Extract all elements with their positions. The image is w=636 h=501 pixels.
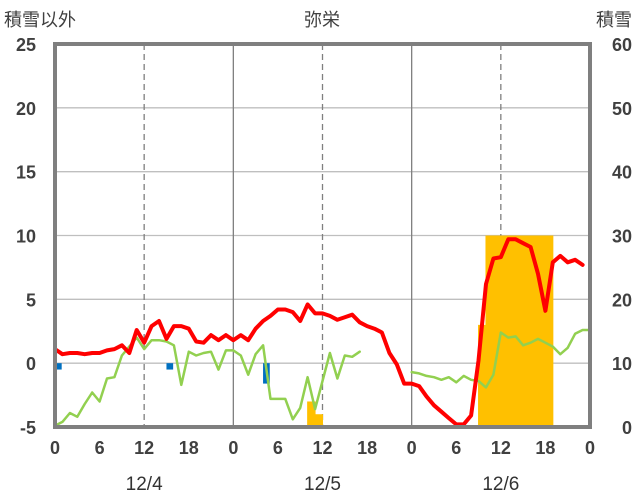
left-tick-label: 20 — [16, 99, 36, 119]
snow-depth-bar — [537, 235, 546, 427]
plot-frame — [53, 42, 592, 429]
snow-depth-bar — [530, 235, 539, 427]
x-tick-label: 18 — [535, 438, 555, 458]
snow-depth-bar — [492, 235, 502, 427]
left-tick-label: 25 — [16, 35, 36, 55]
chart-title: 弥栄 — [304, 10, 340, 31]
snow-depth-bar — [307, 401, 316, 427]
right-axis-title: 積雪 — [596, 10, 632, 31]
right-tick-label: 40 — [612, 163, 632, 183]
left-axis-title: 積雪以外 — [4, 10, 76, 31]
snow-depth-bar — [522, 235, 532, 427]
right-tick-label: 10 — [612, 354, 632, 374]
x-tick-label: 18 — [357, 438, 377, 458]
x-tick-label: 12 — [312, 438, 332, 458]
right-tick-label: 20 — [612, 290, 632, 310]
x-tick-label: 12 — [491, 438, 511, 458]
snow-depth-bar — [507, 235, 517, 427]
snow-depth-bar — [314, 414, 323, 427]
x-tick-label: 12 — [134, 438, 154, 458]
x-tick-label: 0 — [228, 438, 238, 458]
red-series-line — [53, 237, 585, 427]
snow-depth-bar — [478, 324, 487, 427]
right-tick-label: 0 — [622, 418, 632, 438]
snow-depth-bar — [500, 235, 509, 427]
x-tick-label: 18 — [179, 438, 199, 458]
green-series-line — [410, 328, 592, 389]
snow-depth-bar — [544, 235, 554, 427]
green-series-line — [53, 336, 361, 427]
left-tick-label: -5 — [20, 418, 36, 438]
left-tick-label: 15 — [16, 163, 36, 183]
x-date-label: 12/5 — [304, 474, 341, 495]
right-tick-label: 30 — [612, 227, 632, 247]
snow-depth-bars — [307, 235, 554, 427]
right-tick-label: 60 — [612, 35, 632, 55]
right-axis-ticks: 0 10 20 30 40 50 60 — [612, 35, 632, 438]
x-tick-label: 6 — [95, 438, 105, 458]
left-axis-ticks: -5 0 5 10 15 20 25 — [16, 35, 36, 438]
blue-bar — [55, 363, 62, 370]
blue-bar — [166, 363, 174, 370]
snow-depth-bar — [485, 235, 494, 427]
x-tick-label: 0 — [50, 438, 60, 458]
left-tick-label: 5 — [26, 290, 36, 310]
x-axis-ticks: 0 6 12 18 0 6 12 18 0 6 12 18 0 — [50, 438, 595, 458]
x-date-label: 12/6 — [482, 474, 519, 495]
x-date-label: 12/4 — [126, 474, 163, 495]
x-axis-dates: 12/4 12/5 12/6 — [126, 474, 520, 495]
left-tick-label: 10 — [16, 227, 36, 247]
x-tick-label: 6 — [451, 438, 461, 458]
left-tick-label: 0 — [26, 354, 36, 374]
x-tick-label: 0 — [407, 438, 417, 458]
x-tick-label: 6 — [273, 438, 283, 458]
right-tick-label: 50 — [612, 99, 632, 119]
series-lines — [53, 237, 592, 429]
x-tick-label: 0 — [585, 438, 595, 458]
snow-depth-bar — [515, 235, 524, 427]
